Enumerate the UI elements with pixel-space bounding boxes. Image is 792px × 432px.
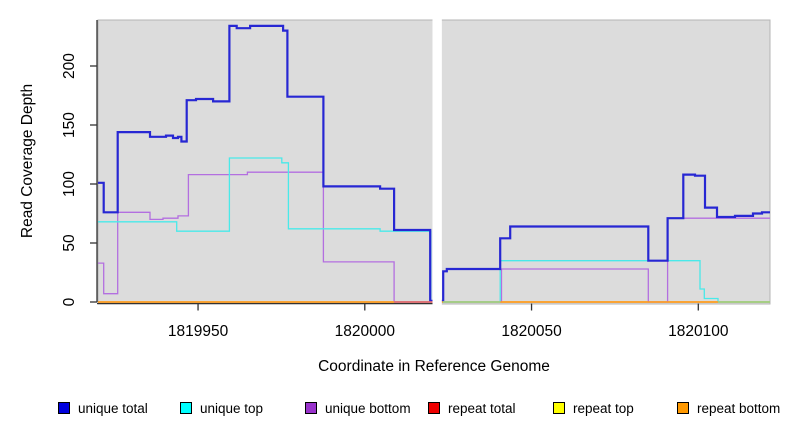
legend-label: repeat top (573, 400, 634, 416)
x-axis-title: Coordinate in Reference Genome (318, 358, 550, 375)
legend-label: unique total (78, 400, 148, 416)
y-tick-label: 50 (61, 234, 78, 252)
x-tick-label: 1820100 (668, 323, 729, 340)
legend-item-repeat-top: repeat top (553, 398, 634, 418)
coverage-gap-band (432, 19, 442, 312)
y-tick-label: 100 (61, 171, 78, 197)
x-tick-label: 1820000 (335, 323, 396, 340)
legend-item-unique-total: unique total (58, 398, 148, 418)
legend-label: repeat bottom (697, 400, 781, 416)
y-tick-label: 200 (61, 53, 78, 79)
x-tick-label: 1820050 (501, 323, 562, 340)
legend: unique total unique top unique bottom repea… (0, 398, 792, 422)
x-tick-label: 1819950 (168, 323, 229, 340)
legend-swatch-icon (428, 402, 440, 414)
legend-item-repeat-total: repeat total (428, 398, 516, 418)
legend-swatch-icon (677, 402, 689, 414)
legend-swatch-icon (180, 402, 192, 414)
legend-swatch-icon (58, 402, 70, 414)
y-tick-label: 0 (61, 297, 78, 306)
y-axis-title: Read Coverage Depth (19, 83, 36, 239)
legend-label: unique top (200, 400, 264, 416)
legend-swatch-icon (305, 402, 317, 414)
series-unique-bottom (98, 171, 770, 303)
y-tick-label: 150 (61, 112, 78, 138)
legend-item-repeat-bottom: repeat bottom (677, 398, 780, 418)
legend-swatch-icon (553, 402, 565, 414)
legend-label: repeat total (448, 400, 516, 416)
legend-label: unique bottom (325, 400, 411, 416)
legend-item-unique-bottom: unique bottom (305, 398, 411, 418)
legend-item-unique-top: unique top (180, 398, 263, 418)
series-unique-total (98, 24, 770, 302)
